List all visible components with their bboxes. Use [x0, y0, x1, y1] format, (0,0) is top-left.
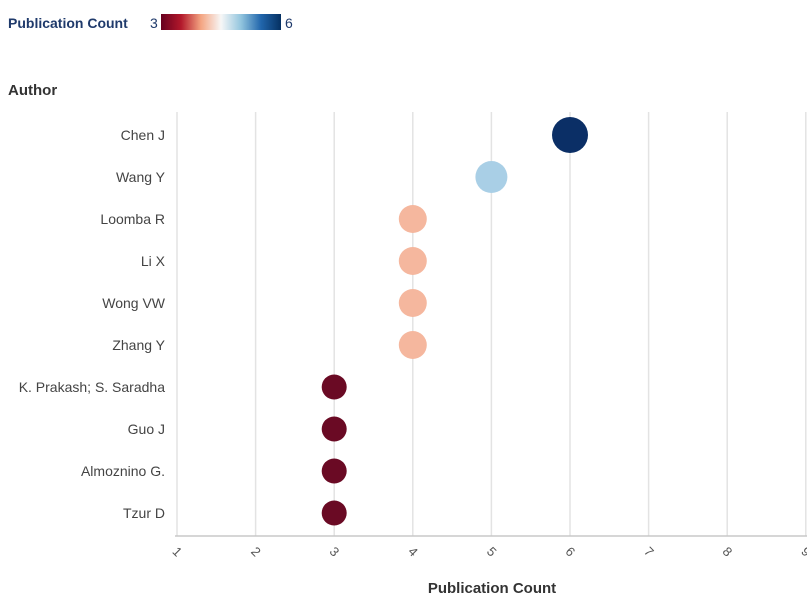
x-tick-label: 7 [641, 544, 657, 560]
author-label: Li X [141, 253, 166, 269]
legend-title: Publication Count [8, 15, 128, 31]
author-label: K. Prakash; S. Saradha [19, 379, 166, 395]
data-point[interactable] [398, 289, 427, 317]
y-axis-categories: Chen J Wang Y Loomba R Li X Wong VW Zhang Y K.… [19, 127, 166, 521]
author-label: Loomba R [100, 211, 165, 227]
x-tick-label: 2 [248, 544, 264, 560]
x-axis-title: Publication Count [428, 580, 556, 595]
data-point[interactable] [398, 205, 427, 233]
data-point[interactable] [321, 374, 347, 400]
author-label: Wang Y [116, 169, 166, 185]
color-legend: Publication Count 3 6 [8, 14, 293, 31]
x-tick-label: 9 [798, 544, 807, 560]
author-label: Wong VW [102, 295, 166, 311]
author-label: Zhang Y [112, 337, 165, 353]
x-tick-label: 8 [720, 544, 736, 560]
data-points [321, 117, 588, 526]
data-point[interactable] [321, 416, 347, 442]
data-point[interactable] [398, 331, 427, 359]
x-tick-label: 6 [562, 544, 578, 560]
author-label: Guo J [128, 421, 165, 437]
author-label: Chen J [121, 127, 165, 143]
data-point[interactable] [321, 500, 347, 526]
x-tick-label: 1 [169, 544, 185, 560]
data-point[interactable] [475, 161, 508, 193]
x-tick-label: 3 [327, 544, 343, 560]
x-axis-ticks: 1 2 3 4 5 6 7 8 9 [169, 544, 807, 560]
data-point[interactable] [552, 117, 588, 153]
author-label: Tzur D [123, 505, 165, 521]
data-point[interactable] [398, 247, 427, 275]
y-axis-title: Author [8, 82, 57, 99]
legend-color-bar [161, 14, 281, 30]
legend-min-label: 3 [150, 15, 158, 31]
author-label: Almoznino G. [81, 463, 165, 479]
data-point[interactable] [321, 458, 347, 484]
x-tick-label: 4 [405, 544, 421, 560]
x-tick-label: 5 [484, 544, 500, 560]
legend-max-label: 6 [285, 15, 293, 31]
